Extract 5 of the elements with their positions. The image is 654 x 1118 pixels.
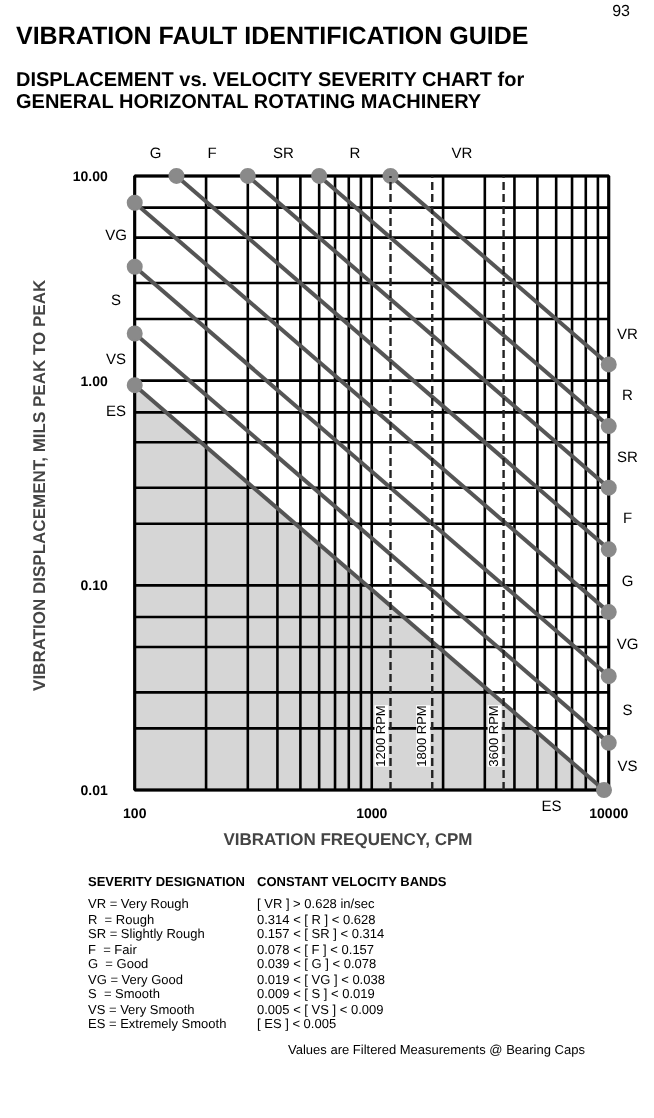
y-axis-title: VIBRATION DISPLACEMENT, MILS PEAK TO PEAK <box>29 278 49 691</box>
chart-title: VIBRATION FAULT IDENTIFICATION GUIDE <box>16 22 529 50</box>
text: 93 <box>612 0 630 23</box>
chart-subtitle: DISPLACEMENT vs. VELOCITY SEVERITY CHART for GENERAL HORIZONTAL ROTATING MACHINERY <box>16 67 527 116</box>
x-axis-title: VIBRATION FREQUENCY, CPM <box>223 829 473 849</box>
